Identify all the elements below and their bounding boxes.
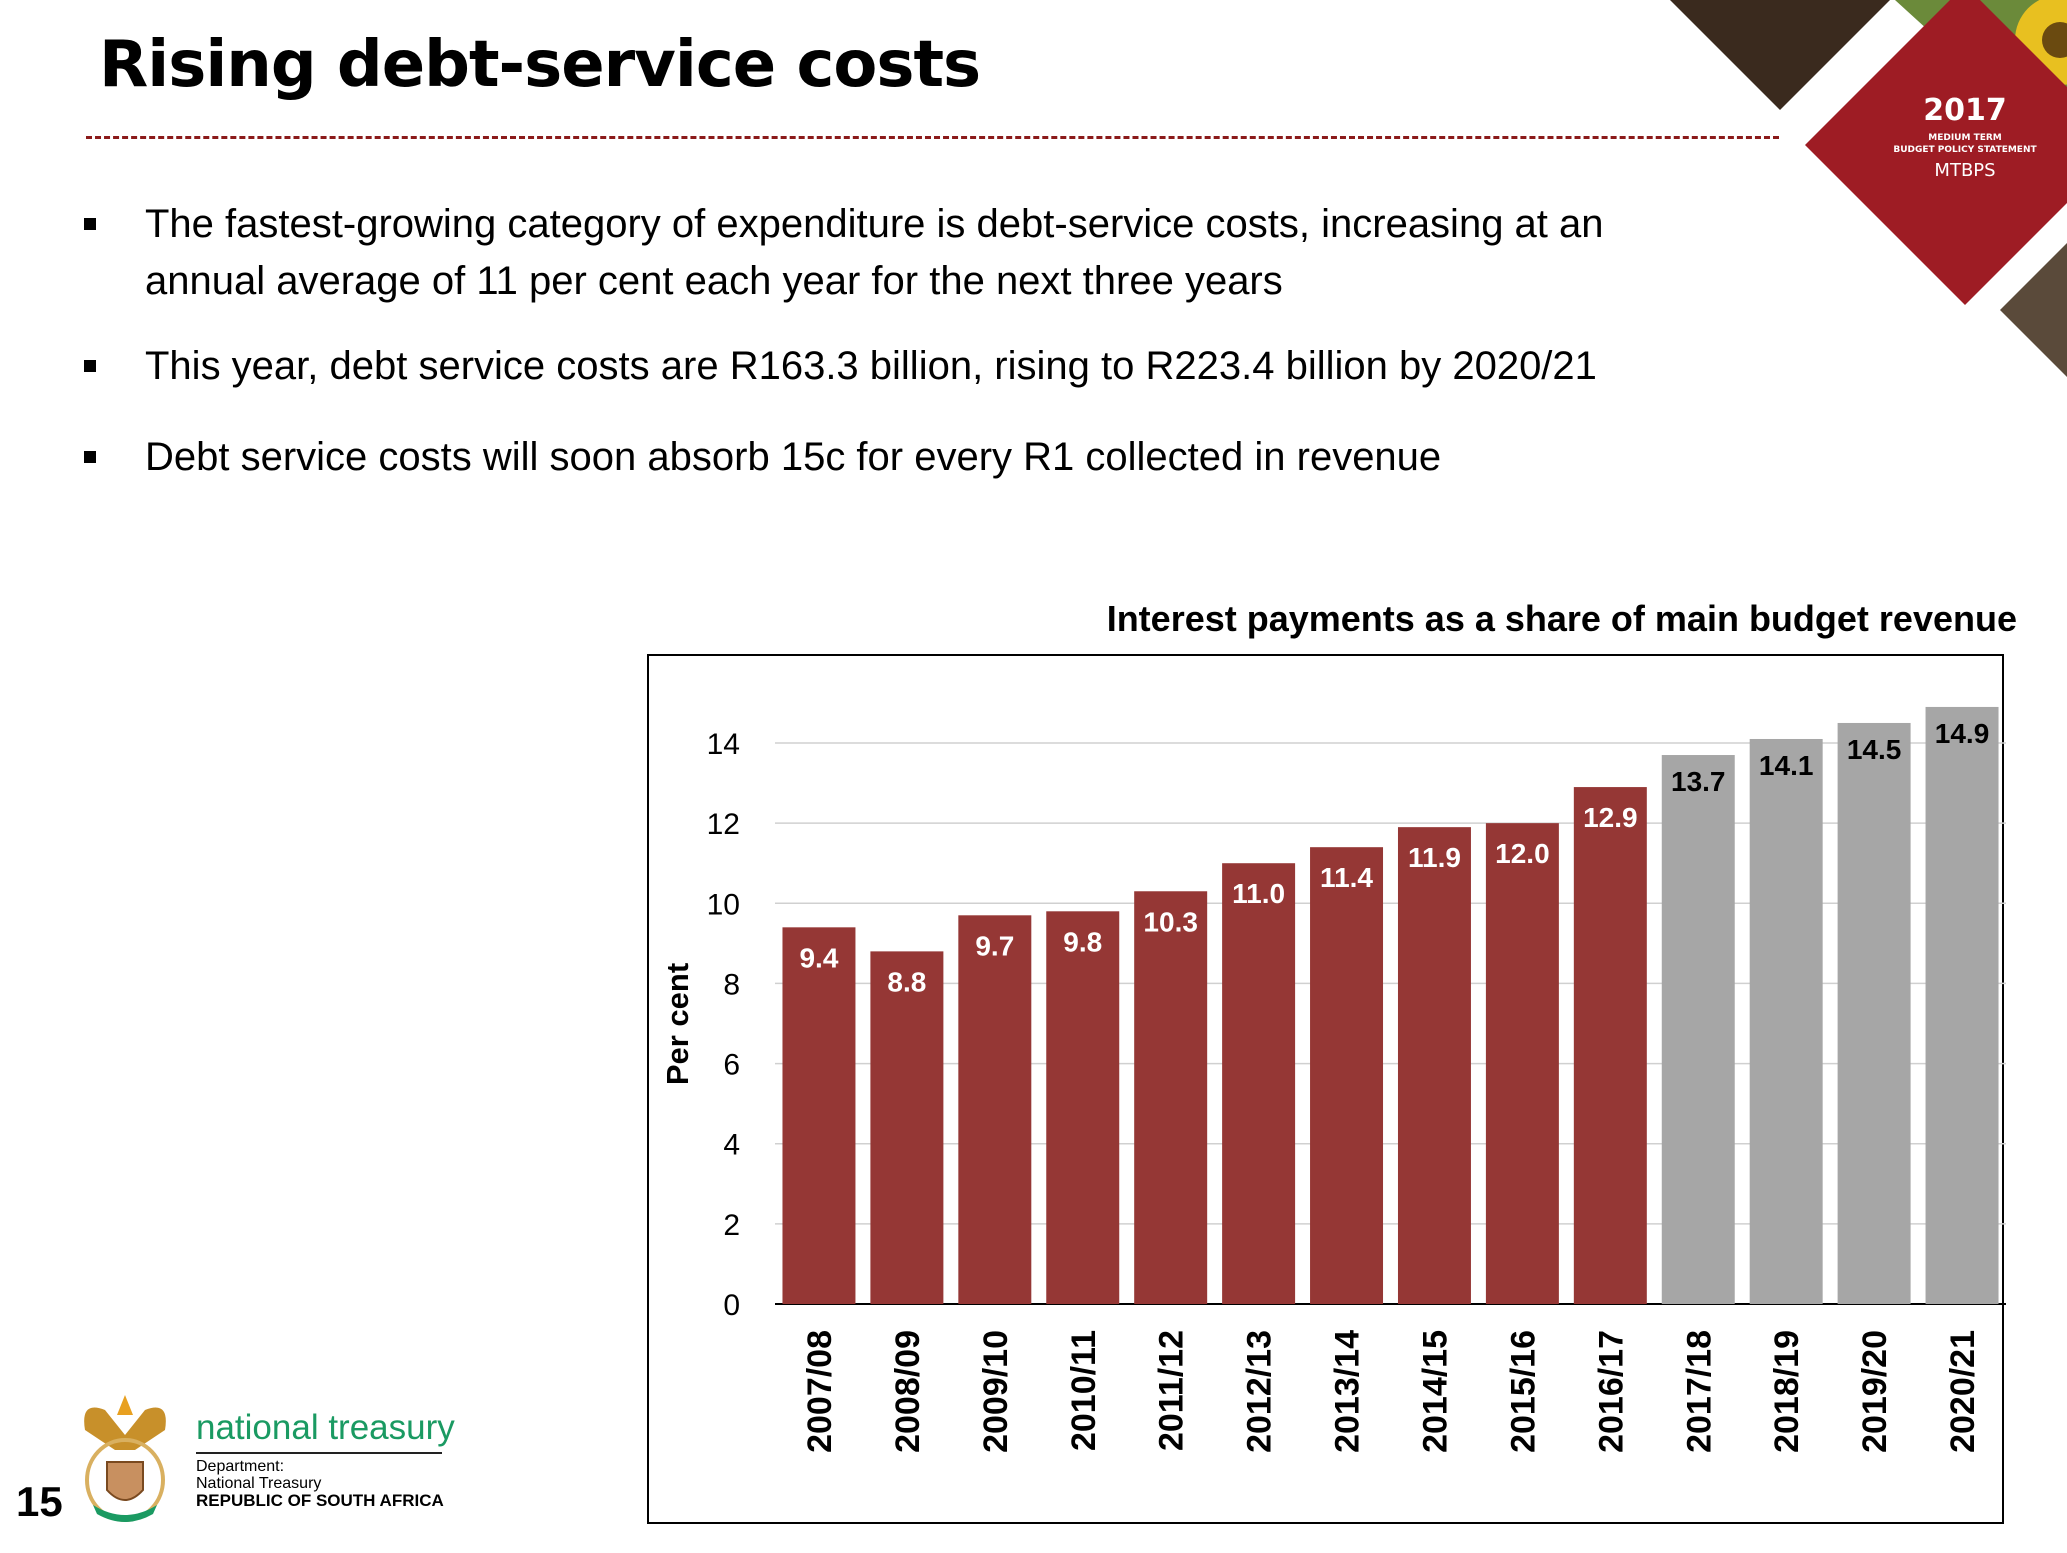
chart-title: Interest payments as a share of main bud… xyxy=(1106,598,2017,639)
data-label: 13.7 xyxy=(1671,766,1726,797)
svg-text:MEDIUM TERM: MEDIUM TERM xyxy=(1928,133,2002,143)
data-label: 9.4 xyxy=(799,942,838,973)
x-tick-label: 2019/20 xyxy=(1856,1330,1894,1453)
bar xyxy=(870,951,944,1304)
y-tick-label: 10 xyxy=(707,888,740,921)
bar xyxy=(1661,755,1735,1304)
badge-year: 2017 xyxy=(1923,93,2007,128)
bar xyxy=(1837,722,1911,1304)
bullet-icon xyxy=(84,218,96,230)
data-label: 11.9 xyxy=(1408,842,1461,873)
bar xyxy=(1749,738,1823,1304)
data-label: 14.5 xyxy=(1847,734,1902,765)
bar xyxy=(1573,787,1647,1304)
org-details: Department: National Treasury REPUBLIC O… xyxy=(196,1458,444,1510)
y-tick-label: 4 xyxy=(723,1129,740,1162)
y-tick-label: 12 xyxy=(707,808,740,841)
bullet-icon xyxy=(84,360,96,372)
mtbps-badge: 2017 MEDIUM TERM BUDGET POLICY STATEMENT… xyxy=(1670,0,2067,377)
x-tick-label: 2013/14 xyxy=(1329,1330,1367,1453)
bar xyxy=(1925,706,1999,1304)
chart-frame xyxy=(647,654,2004,1524)
svg-text:BUDGET POLICY STATEMENT: BUDGET POLICY STATEMENT xyxy=(1893,145,2037,155)
x-tick-label: 2007/08 xyxy=(801,1330,839,1453)
data-label: 12.0 xyxy=(1495,838,1550,869)
bullet-icon xyxy=(84,451,96,463)
data-label: 10.3 xyxy=(1143,906,1198,937)
bar xyxy=(958,915,1032,1304)
org-line: National Treasury xyxy=(196,1475,322,1492)
data-label: 9.7 xyxy=(975,930,1014,961)
x-tick-label: 2016/17 xyxy=(1592,1330,1630,1453)
page-title: Rising debt-service costs xyxy=(99,28,981,102)
x-tick-label: 2020/21 xyxy=(1944,1330,1982,1453)
org-line: Department: xyxy=(196,1458,285,1475)
data-label: 14.1 xyxy=(1759,750,1814,781)
x-tick-label: 2012/13 xyxy=(1241,1330,1279,1453)
bar xyxy=(1222,863,1296,1304)
org-name: national treasury xyxy=(196,1408,455,1447)
org-line: REPUBLIC OF SOUTH AFRICA xyxy=(196,1491,444,1510)
data-label: 9.8 xyxy=(1063,926,1102,957)
bar xyxy=(1134,891,1208,1304)
y-tick-label: 0 xyxy=(723,1289,740,1322)
bar xyxy=(1046,911,1120,1304)
bar xyxy=(1310,847,1384,1304)
x-tick-label: 2018/19 xyxy=(1768,1330,1806,1453)
bar xyxy=(1397,827,1471,1304)
y-tick-label: 14 xyxy=(707,728,740,761)
y-tick-label: 8 xyxy=(723,968,740,1001)
y-tick-label: 2 xyxy=(723,1209,740,1242)
data-label: 11.0 xyxy=(1232,878,1285,909)
bar xyxy=(782,927,856,1304)
org-divider xyxy=(196,1452,442,1454)
data-label: 14.9 xyxy=(1935,718,1990,749)
bar xyxy=(1485,823,1559,1304)
y-tick-label: 6 xyxy=(723,1049,740,1082)
x-tick-label: 2010/11 xyxy=(1065,1330,1103,1451)
x-tick-label: 2015/16 xyxy=(1504,1330,1542,1453)
x-tick-label: 2011/12 xyxy=(1153,1330,1191,1451)
y-axis-label: Per cent xyxy=(660,963,695,1085)
data-label: 11.4 xyxy=(1320,862,1373,893)
data-label: 8.8 xyxy=(887,966,926,997)
x-tick-label: 2008/09 xyxy=(889,1330,927,1453)
x-tick-label: 2017/18 xyxy=(1680,1330,1718,1453)
coat-of-arms-logo xyxy=(84,1395,166,1522)
page-number: 15 xyxy=(16,1478,63,1525)
x-tick-label: 2014/15 xyxy=(1416,1330,1454,1453)
svg-text:MTBPS: MTBPS xyxy=(1934,160,1995,181)
title-divider xyxy=(86,136,1779,139)
x-tick-label: 2009/10 xyxy=(977,1330,1015,1453)
data-label: 12.9 xyxy=(1583,802,1638,833)
